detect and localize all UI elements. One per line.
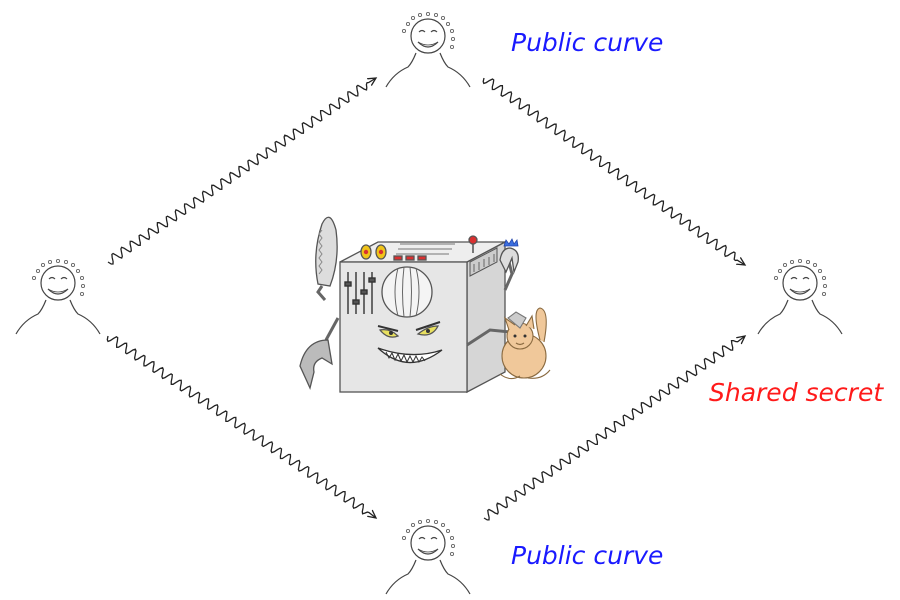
right-person-icon — [757, 258, 843, 335]
top-person-icon — [385, 11, 471, 88]
shared-secret-label: Shared secret — [709, 378, 884, 407]
evil-robot-machine-icon — [299, 216, 519, 394]
arrow-bottom-to-right — [483, 336, 745, 521]
public-curve-label-bottom: Public curve — [511, 541, 664, 570]
public-curve-label-top: Public curve — [511, 28, 664, 57]
bottom-person-icon — [385, 518, 471, 595]
cat-icon — [499, 307, 551, 380]
wavy-arrows — [106, 77, 745, 521]
arrow-left-to-top — [107, 78, 376, 265]
arrow-left-to-bottom — [106, 335, 376, 518]
left-person-icon — [15, 258, 101, 335]
arrow-top-to-right — [482, 77, 745, 265]
